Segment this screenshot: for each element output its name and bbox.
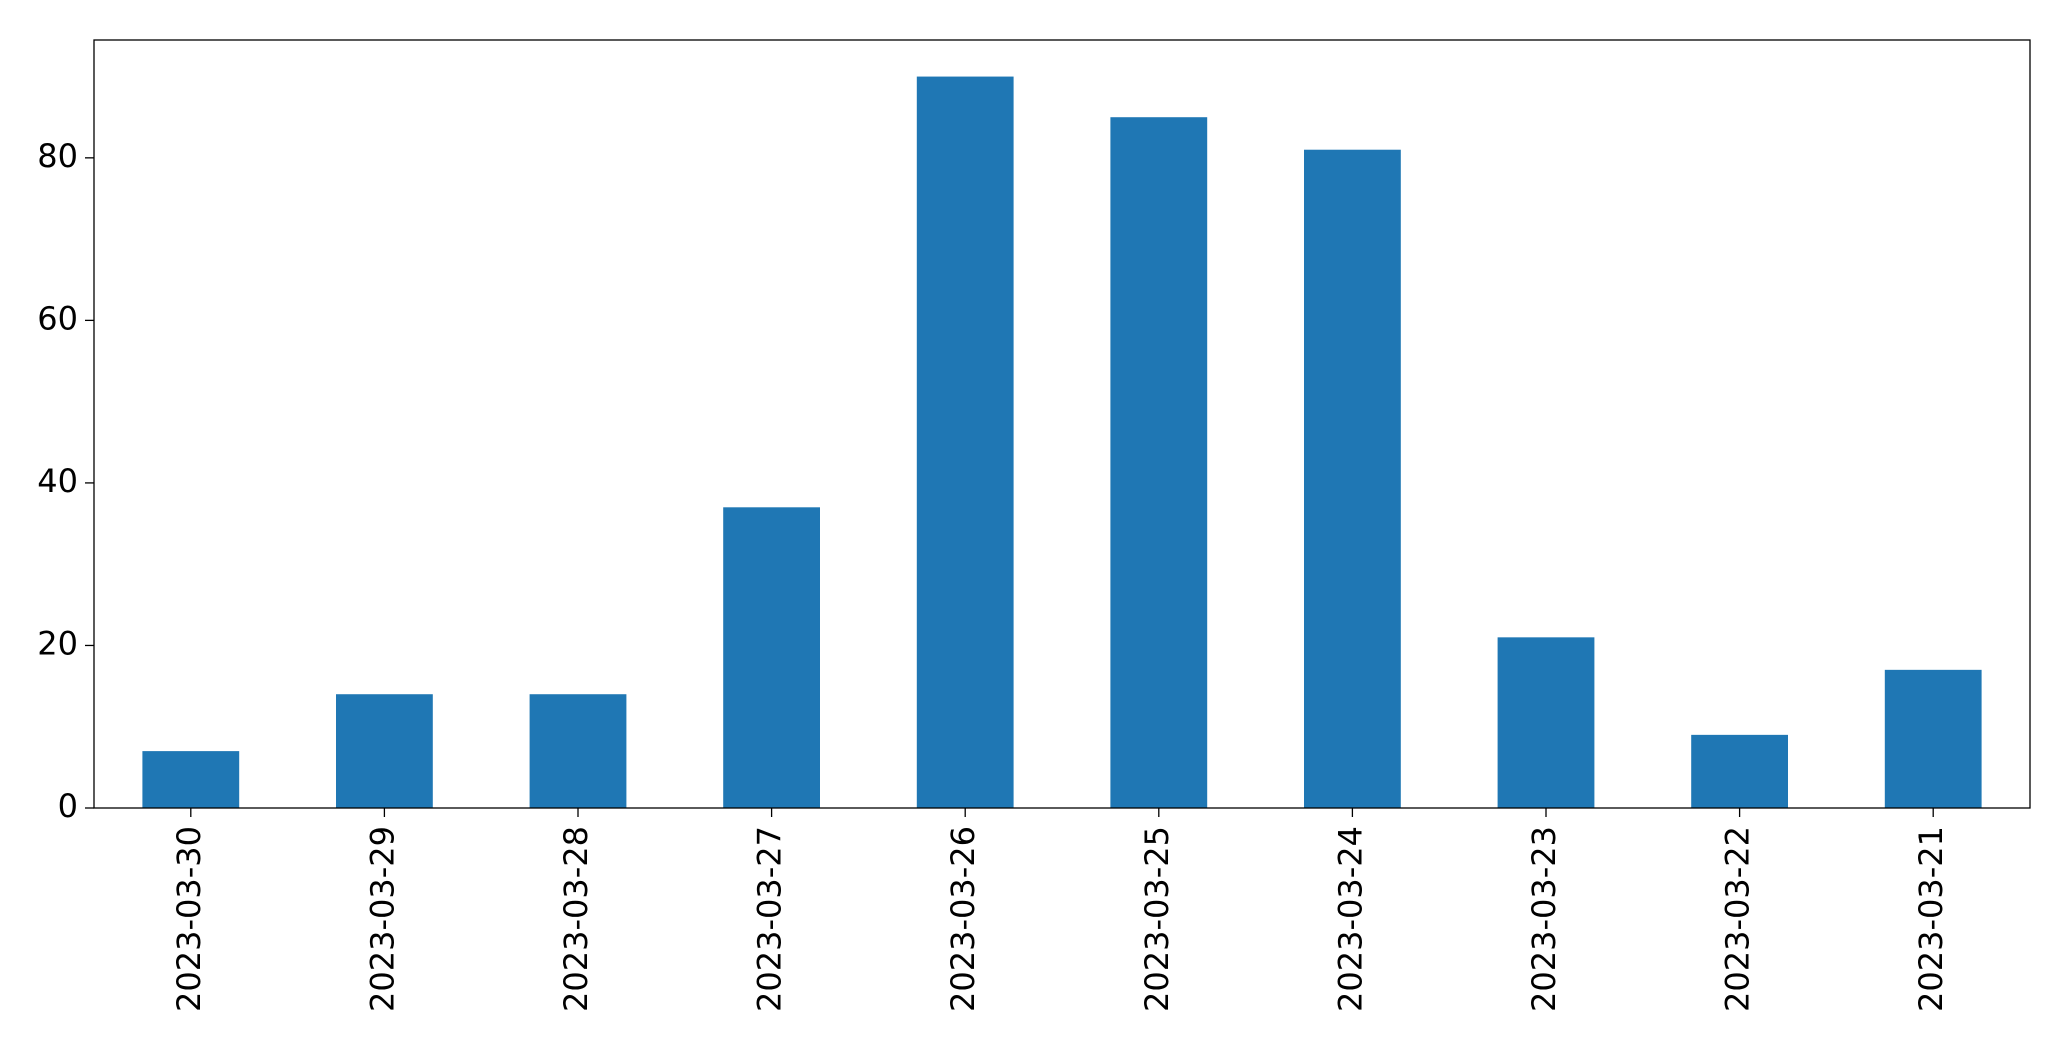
x-tick-label: 2023-03-26	[944, 826, 982, 1012]
bar	[336, 694, 433, 808]
bar	[1497, 637, 1595, 808]
bar	[1691, 734, 1788, 808]
x-tick-label: 2023-03-27	[751, 826, 789, 1012]
bar	[1884, 669, 1982, 808]
x-tick-label: 2023-03-30	[170, 826, 208, 1012]
x-tick-label: 2023-03-29	[363, 826, 401, 1012]
bar	[529, 694, 627, 808]
bar	[723, 507, 820, 808]
y-tick-label: 80	[37, 137, 78, 175]
y-tick-label: 60	[37, 299, 78, 337]
bar	[1110, 117, 1208, 808]
x-tick-label: 2023-03-22	[1719, 826, 1757, 1012]
x-tick-label: 2023-03-21	[1912, 826, 1950, 1012]
bar	[142, 751, 240, 808]
y-tick-label: 0	[58, 787, 78, 825]
bar	[1304, 149, 1401, 808]
bar	[916, 76, 1014, 809]
y-tick-label: 20	[37, 624, 78, 662]
x-tick-label: 2023-03-23	[1525, 826, 1563, 1012]
x-tick-label: 2023-03-24	[1331, 826, 1369, 1012]
plot-frame	[93, 39, 2031, 809]
x-tick-label: 2023-03-28	[557, 826, 595, 1012]
x-tick-label: 2023-03-25	[1138, 826, 1176, 1012]
y-tick-label: 40	[37, 462, 78, 500]
